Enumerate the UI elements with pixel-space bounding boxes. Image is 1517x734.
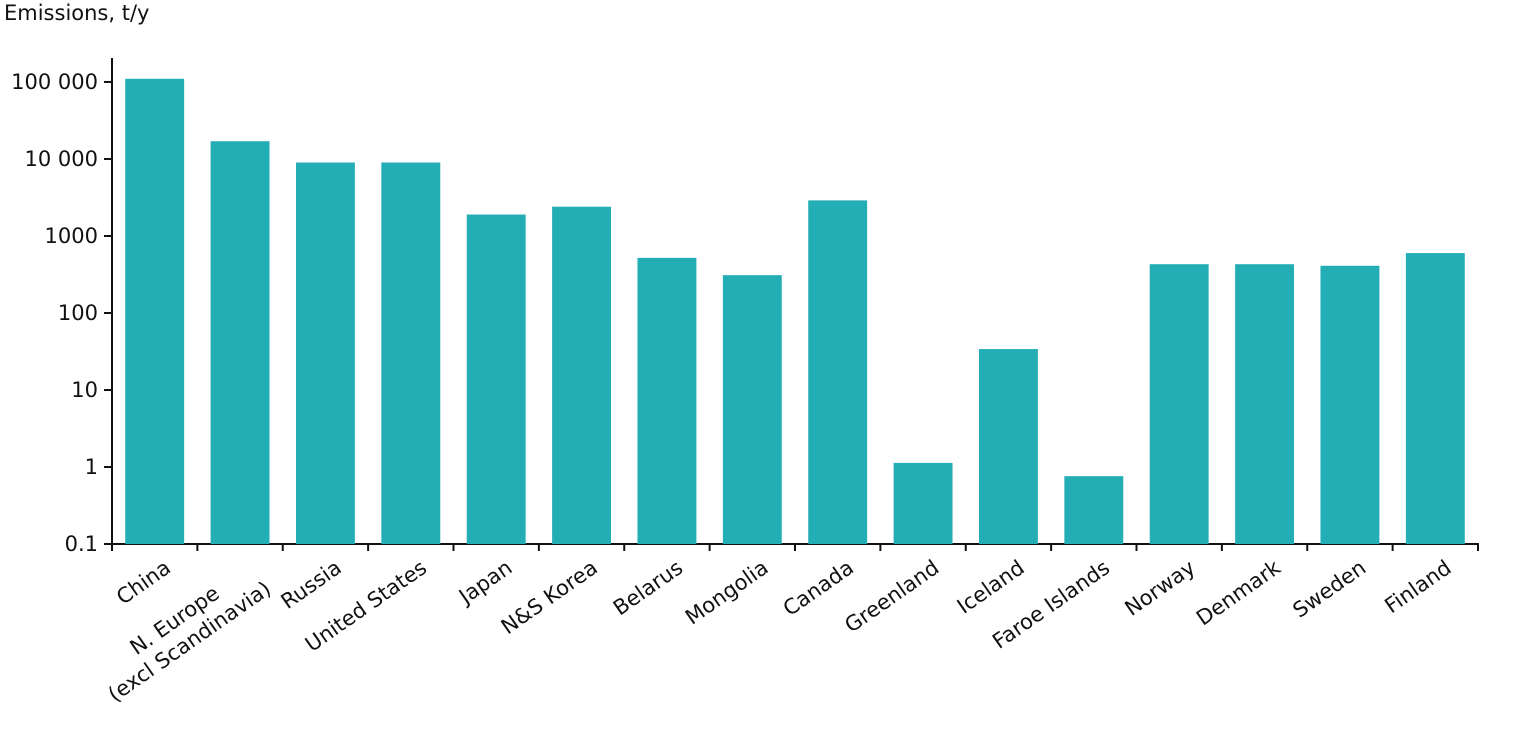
x-tick-label: Iceland [953,555,1029,618]
x-tick-label: Greenland [840,555,943,637]
bar [978,349,1038,544]
x-tick-label: Russia [277,555,346,613]
bar [722,275,782,544]
x-tick-label: Belarus [609,555,687,620]
bar [637,257,697,544]
y-tick-label: 10 000 [25,147,98,171]
x-tick-label-group: Belarus [609,555,687,620]
x-tick-label-group: Russia [277,555,346,613]
x-tick-label-group: N&S Korea [497,555,602,639]
x-tick-label-group: Mongolia [681,555,773,629]
x-tick-label-group: Sweden [1288,555,1370,622]
y-tick-label: 100 000 [11,70,98,94]
y-tick-label: 1 [85,455,98,479]
bar [295,162,355,544]
bar [1235,264,1295,544]
bar [466,214,526,545]
x-tick-label-group: Japan [453,555,516,609]
x-tick-label: Canada [779,555,858,621]
x-tick-label-group: Canada [779,555,858,621]
bar [381,162,441,544]
bar [1149,264,1209,544]
x-tick-label: Mongolia [681,555,773,629]
x-tick-label-group: Greenland [840,555,943,637]
x-tick-label: Finland [1380,555,1455,618]
bar [552,206,612,544]
bar [893,462,953,544]
bar [808,200,868,544]
bar [210,141,270,544]
y-tick-label: 0.1 [65,532,98,556]
bar [1064,476,1124,544]
bar [125,78,185,545]
y-axis-title: Emissions, t/y [4,1,149,25]
x-tick-label: Norway [1120,555,1199,620]
x-tick-label: N&S Korea [497,555,602,639]
bar [1405,253,1465,544]
x-tick-label-group: China [112,555,175,609]
x-tick-label: Japan [453,555,516,609]
bar [1320,265,1380,544]
x-tick-label-group: Norway [1120,555,1199,620]
x-tick-label-group: Iceland [953,555,1029,618]
y-tick-label: 10 [71,378,98,402]
x-tick-label: Denmark [1192,555,1286,631]
x-tick-label-group: N. Europe(excl Scandinavia) [104,577,276,707]
x-tick-label-group: Finland [1380,555,1455,618]
x-tick-label-group: Denmark [1192,555,1286,631]
x-tick-label: Sweden [1288,555,1370,622]
y-tick-label: 1000 [45,224,98,248]
y-tick-label: 100 [58,301,98,325]
x-tick-label: China [112,555,175,609]
